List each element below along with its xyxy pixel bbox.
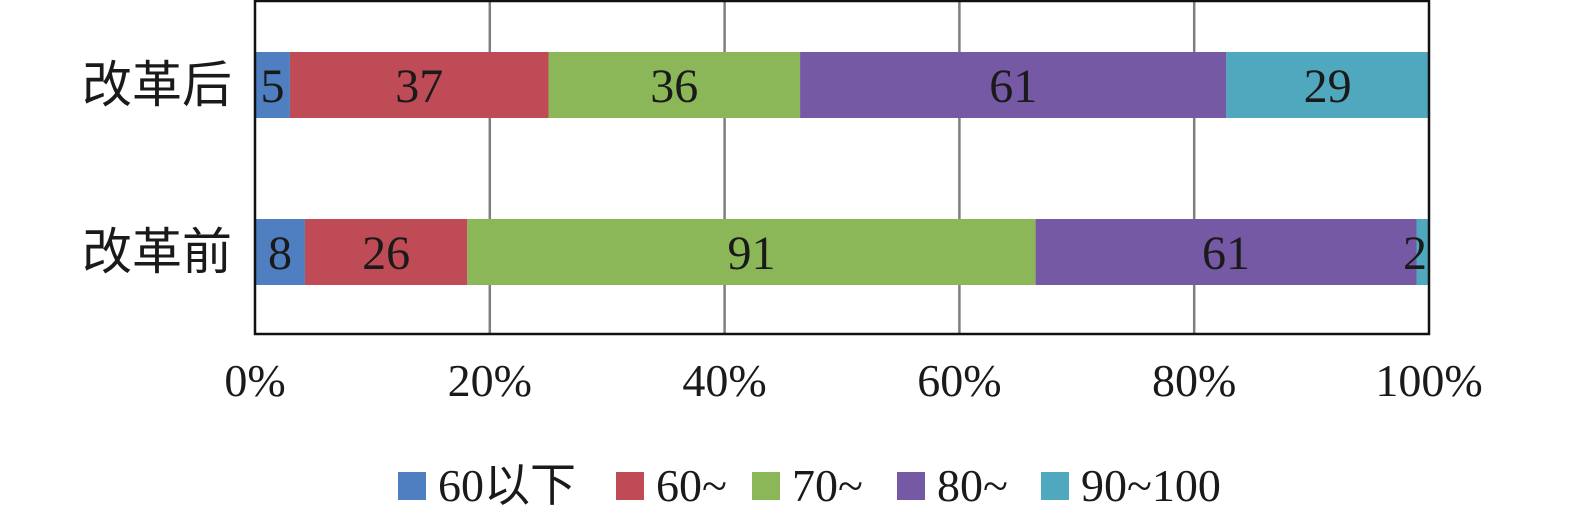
x-tick-labels: 0% 20% 40% 60% 80% 100% <box>224 355 1482 406</box>
bar-segment <box>1035 219 1417 285</box>
bars: 5 37 36 61 29 8 26 91 61 2 <box>255 52 1429 285</box>
bar-value-label: 8 <box>268 227 292 280</box>
bar-value-label: 61 <box>989 60 1037 113</box>
legend-swatch <box>616 472 644 500</box>
x-tick-label: 60% <box>917 355 1001 406</box>
legend-label: 60以下 <box>438 460 576 511</box>
bar-segment <box>289 52 549 118</box>
legend-label: 90~100 <box>1081 460 1221 511</box>
category-label: 改革后 <box>82 57 232 113</box>
bar-value-label: 37 <box>395 60 443 113</box>
legend-swatch <box>752 472 780 500</box>
bar-segment <box>255 52 290 118</box>
x-tick-label: 40% <box>682 355 766 406</box>
x-tick-label: 20% <box>448 355 532 406</box>
legend-swatch <box>897 472 925 500</box>
bar-segment <box>255 219 305 285</box>
bar-segment <box>800 52 1227 118</box>
legend-swatch <box>1041 472 1069 500</box>
legend: 60以下 60~ 70~ 80~ 90~100 <box>398 460 1221 511</box>
bar-segment <box>1226 52 1429 118</box>
bar-value-label: 36 <box>650 60 698 113</box>
bar-segment <box>548 52 801 118</box>
x-tick-label: 0% <box>224 355 285 406</box>
bar-value-label: 29 <box>1304 60 1352 113</box>
bar-value-label: 26 <box>362 227 410 280</box>
legend-swatch <box>398 472 426 500</box>
bar-segment <box>467 219 1036 285</box>
x-tick-label: 100% <box>1375 355 1482 406</box>
bar-segment <box>1416 219 1429 285</box>
bar-value-label: 91 <box>727 227 775 280</box>
plot-frame <box>253 0 1431 336</box>
legend-label: 80~ <box>937 460 1008 511</box>
bar-value-label: 61 <box>1202 227 1250 280</box>
x-tick-label: 80% <box>1152 355 1236 406</box>
category-label: 改革前 <box>82 224 232 280</box>
legend-label: 70~ <box>792 460 863 511</box>
bar-segment <box>304 219 468 285</box>
bar-value-label: 5 <box>260 60 284 113</box>
bar-value-label: 2 <box>1403 227 1427 280</box>
legend-label: 60~ <box>656 460 727 511</box>
